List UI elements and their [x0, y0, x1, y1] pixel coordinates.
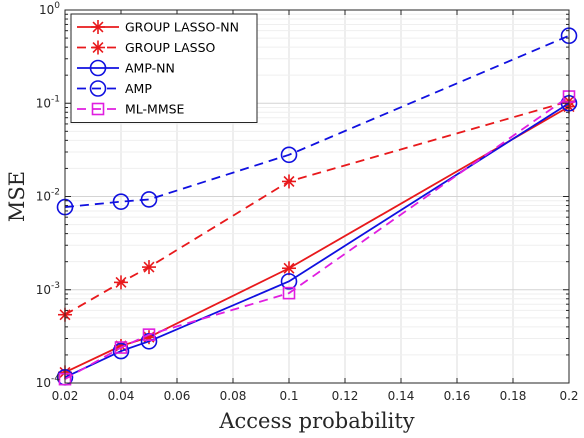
data-point — [142, 260, 156, 275]
legend-marker-swatch — [91, 40, 105, 55]
legend-entry: GROUP LASSO — [77, 40, 216, 55]
legend-entry: AMP-NN — [77, 59, 175, 77]
series-line — [64, 95, 570, 380]
legend-marker-swatch — [89, 59, 107, 77]
x-axis-label: Access probability — [218, 409, 414, 433]
x-tick-label: 0.2 — [559, 389, 578, 403]
data-point — [282, 174, 296, 189]
data-point — [280, 273, 298, 290]
data-point — [280, 146, 298, 164]
x-tick-label: 0.18 — [500, 389, 527, 403]
series-line — [64, 34, 570, 208]
axis-ticks: 0.02 0.04 0.06 0.08 0.1 0.12 0.14 0.16 0.18 0.2 10… — [36, 1, 579, 403]
legend-entry: GROUP LASSO-NN — [77, 20, 239, 35]
legend-label: AMP-NN — [125, 61, 175, 76]
legend-entry: ML-MMSE — [77, 102, 185, 117]
data-point — [142, 328, 156, 341]
data-point — [114, 341, 128, 354]
series-layer — [56, 27, 578, 386]
x-tick-label: 0.16 — [444, 389, 471, 403]
legend-marker-swatch — [89, 80, 107, 97]
legend-label: AMP — [125, 81, 152, 96]
legend-marker-swatch — [91, 102, 105, 116]
data-point — [282, 261, 296, 276]
x-tick-label: 0.12 — [332, 389, 359, 403]
y-tick-label: 10-1 — [36, 94, 60, 110]
x-tick-label: 0.14 — [388, 389, 415, 403]
legend-label: GROUP LASSO-NN — [125, 20, 239, 35]
data-point — [140, 191, 158, 208]
data-point — [112, 193, 130, 210]
x-tick-label: 0.02 — [52, 389, 79, 403]
x-tick-label: 0.1 — [279, 389, 298, 403]
series-line — [64, 102, 570, 379]
data-point — [282, 286, 296, 300]
series-ml-mmse — [58, 90, 576, 386]
legend-entry: AMP — [77, 80, 152, 97]
y-tick-label: 10-4 — [36, 374, 61, 390]
legend-label: ML-MMSE — [125, 102, 185, 117]
data-point — [114, 275, 128, 290]
x-tick-label: 0.06 — [164, 389, 191, 403]
legend: GROUP LASSO-NN GROUP LASSO AMP-NN AMP ML-MMS… — [70, 13, 258, 123]
y-tick-label: 100 — [39, 1, 60, 17]
x-tick-label: 0.04 — [108, 389, 135, 403]
y-axis-label: MSE — [5, 171, 29, 222]
legend-marker-swatch — [91, 20, 105, 34]
y-tick-label: 10-2 — [36, 188, 60, 204]
legend-label: GROUP LASSO — [125, 40, 216, 55]
data-point — [112, 342, 130, 360]
x-tick-label: 0.08 — [220, 389, 247, 403]
y-tick-label: 10-3 — [36, 281, 60, 297]
